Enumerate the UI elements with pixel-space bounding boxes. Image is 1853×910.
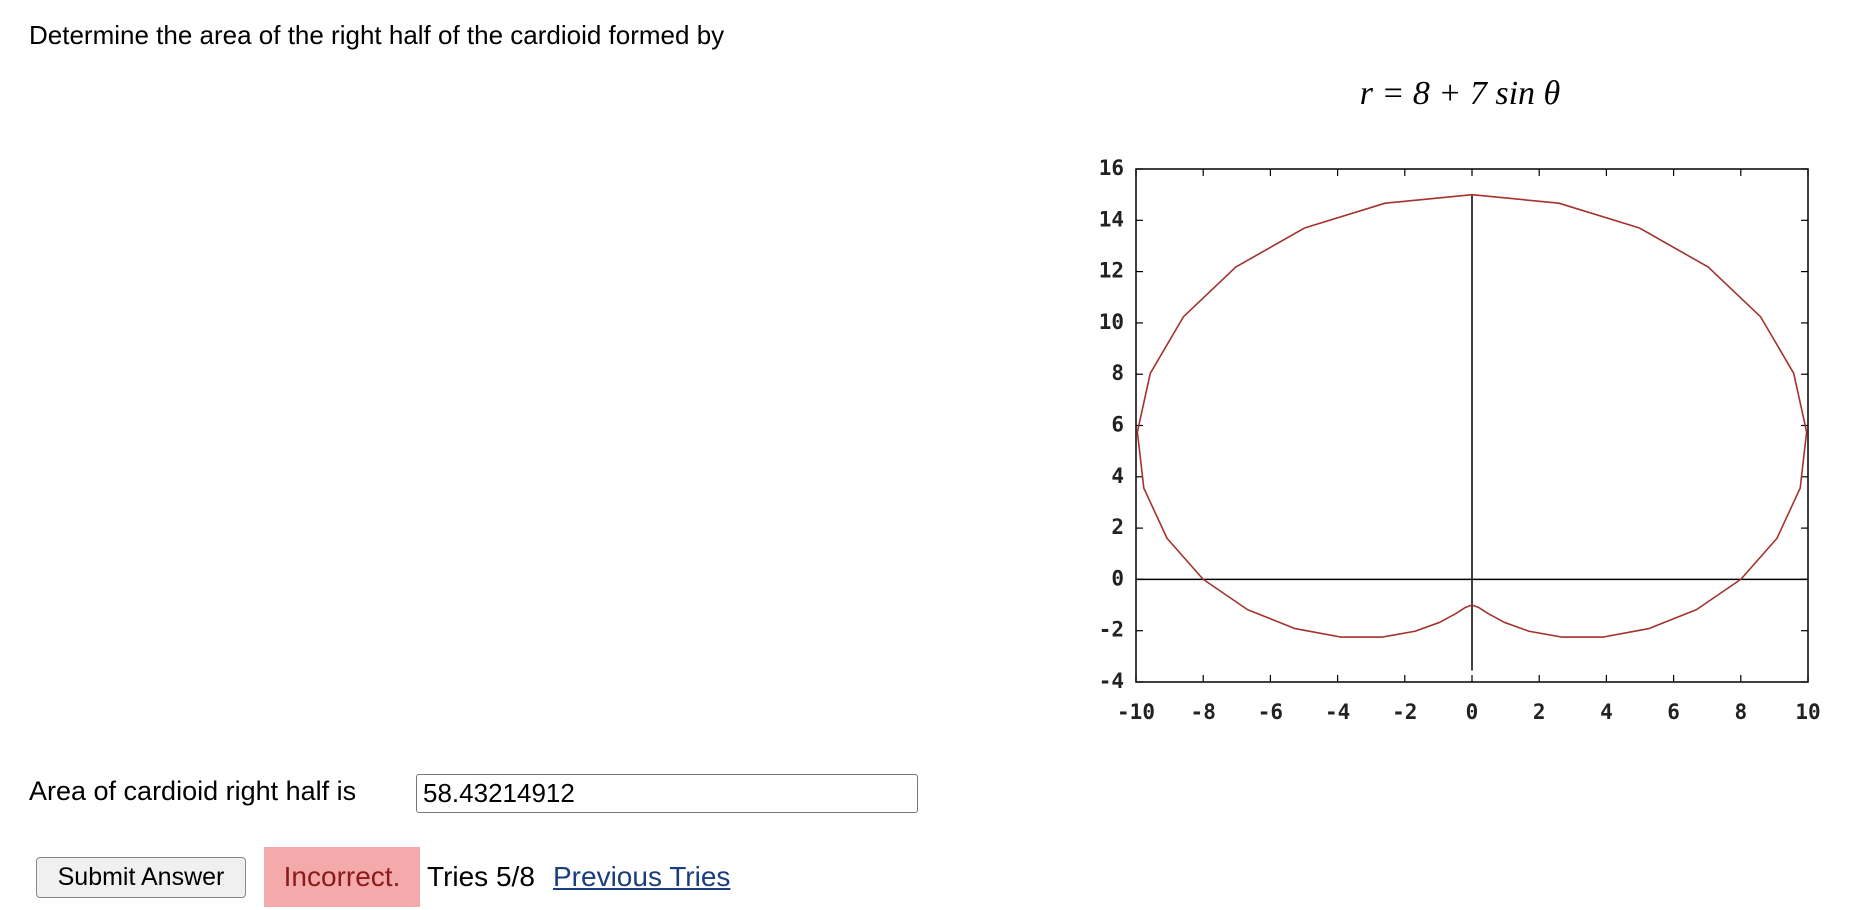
y-tick-label: 8	[1111, 361, 1124, 385]
y-tick-label: -4	[1099, 669, 1124, 693]
y-tick-label: -2	[1099, 618, 1124, 642]
x-tick-label: 10	[1795, 700, 1820, 724]
chart: -10 -8 -6 -4 -2 0 2 4 6 8 10 -4 -2 0 2 4 6 8 10 12 14 16	[1099, 156, 1821, 724]
answer-label: Area of cardioid right half is	[29, 776, 357, 806]
y-tick-label: 10	[1099, 310, 1124, 334]
y-tick-label: 6	[1111, 413, 1124, 437]
x-tick-label: 0	[1466, 700, 1479, 724]
y-tick-label: 14	[1099, 207, 1124, 231]
y-tick-label: 0	[1111, 566, 1124, 590]
y-tick-label: 4	[1111, 464, 1124, 488]
x-tick-label: 4	[1600, 700, 1613, 724]
x-tick-label: -6	[1258, 700, 1283, 724]
y-tick-label: 2	[1111, 515, 1124, 539]
x-tick-label: 6	[1667, 700, 1680, 724]
status-incorrect: Incorrect.	[264, 847, 420, 907]
x-tick-label: -4	[1325, 700, 1350, 724]
x-tick-label: 2	[1533, 700, 1546, 724]
x-tick-label: -2	[1392, 700, 1417, 724]
x-tick-label: -8	[1191, 700, 1216, 724]
x-tick-label: -10	[1117, 700, 1155, 724]
y-tick-label: 16	[1099, 156, 1124, 180]
previous-tries-link[interactable]: Previous Tries	[553, 861, 731, 892]
curve	[1136, 193, 1808, 638]
x-tick-label: 8	[1734, 700, 1747, 724]
plot-frame	[1135, 168, 1809, 683]
y-tick-label: 12	[1099, 259, 1124, 283]
equation-text: r = 8 + 7 sin θ	[1360, 75, 1561, 112]
answer-input[interactable]	[416, 774, 918, 813]
submit-button[interactable]: Submit Answer	[36, 857, 246, 898]
tries-text: Tries 5/8	[427, 861, 535, 892]
question-text: Determine the area of the right half of …	[29, 20, 725, 50]
equation: r = 8 + 7 sin θ	[1360, 75, 1561, 112]
